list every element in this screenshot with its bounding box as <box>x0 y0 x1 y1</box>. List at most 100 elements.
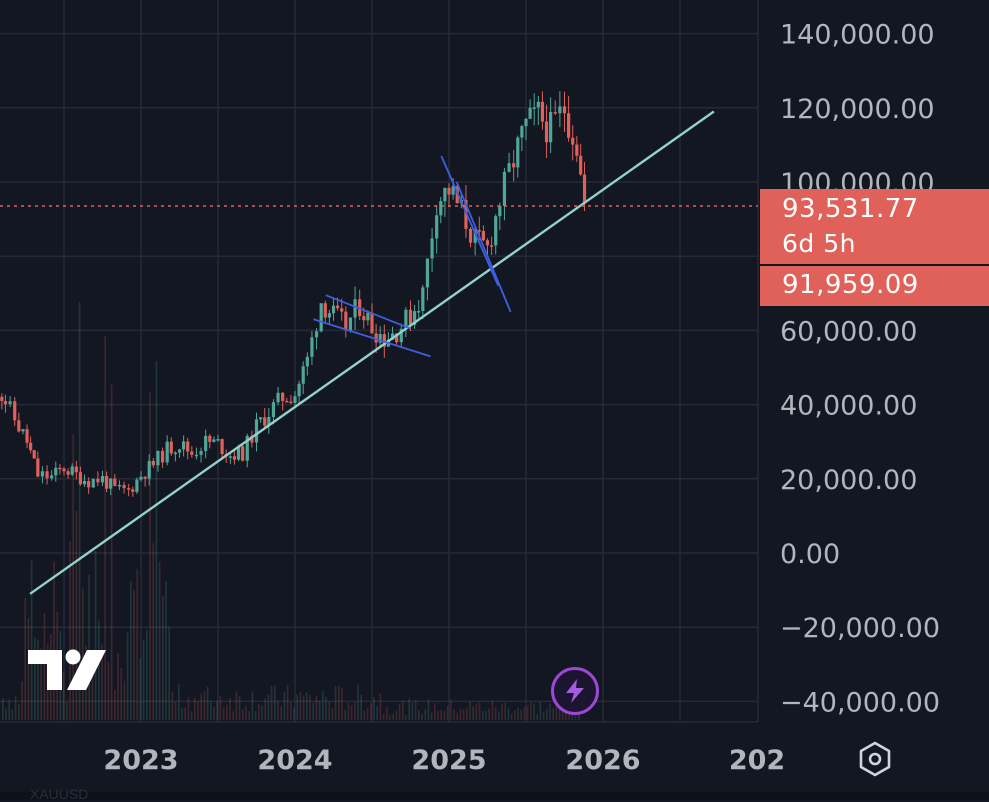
candle-body <box>228 456 232 458</box>
volume-bar <box>242 709 244 720</box>
volume-bar <box>517 707 519 720</box>
candle-body <box>553 112 557 114</box>
candle-body <box>100 476 105 483</box>
candle-body <box>421 287 425 311</box>
candle-body <box>204 435 208 451</box>
volume-bar <box>507 707 510 720</box>
candle-body <box>45 471 49 479</box>
volume-bar <box>325 697 327 720</box>
candle-body <box>127 488 131 490</box>
candle-body <box>524 118 528 127</box>
y-tick-label: 0.00 <box>780 539 840 570</box>
candle-body <box>297 383 301 397</box>
trendline-channel-left <box>440 155 500 287</box>
volume-bar <box>466 708 468 720</box>
volume-bar <box>210 700 212 720</box>
volume-bar <box>501 703 503 720</box>
volume-bar <box>98 620 100 720</box>
candle-body <box>468 228 473 243</box>
volume-bar <box>229 697 231 720</box>
volume-bar <box>530 701 532 720</box>
volume-bar <box>181 707 183 720</box>
volume-bar <box>514 710 516 720</box>
candle-body <box>425 258 430 288</box>
candle-body <box>216 439 220 441</box>
candle-body <box>532 107 536 109</box>
volume-bar <box>66 701 68 720</box>
volume-bar <box>542 711 545 720</box>
volume-bar <box>459 709 462 720</box>
candle-body <box>66 471 70 475</box>
y-tick-label: 20,000.00 <box>780 465 917 496</box>
volume-bar <box>152 543 154 720</box>
volume-bar <box>174 701 177 720</box>
volume-bar <box>382 713 385 720</box>
volume-bar <box>2 698 4 720</box>
volume-bar <box>226 704 228 720</box>
candle-body <box>186 441 190 452</box>
candle-body <box>285 400 289 403</box>
volume-bar <box>296 694 298 720</box>
candle-body <box>544 121 549 143</box>
volume-bar <box>469 701 471 720</box>
candle-body <box>344 311 348 331</box>
candle-body <box>293 396 297 403</box>
candle-body <box>199 450 203 455</box>
candle-body <box>139 476 143 480</box>
candle-body <box>91 478 95 488</box>
bottom-strip: XAUUSD <box>0 786 989 802</box>
y-tick-label: 120,000.00 <box>780 94 935 125</box>
volume-bar <box>366 707 369 720</box>
volume-bar <box>485 710 487 720</box>
close-price-label: 91,959.09 <box>782 270 919 300</box>
candle-body <box>512 163 516 168</box>
y-tick-label: 140,000.00 <box>780 20 935 51</box>
volume-bar <box>27 618 30 720</box>
volume-bar <box>446 706 449 720</box>
volume-bar <box>216 700 218 720</box>
volume-bar <box>43 613 46 720</box>
candle-body <box>366 312 370 321</box>
candle-body <box>558 106 562 114</box>
volume-bar <box>107 661 110 720</box>
volume-bar <box>110 384 113 720</box>
volume-bar <box>146 629 148 720</box>
volume-bar <box>178 684 180 720</box>
volume-bar <box>126 632 129 720</box>
volume-bar <box>104 336 106 720</box>
tradingview-logo <box>28 648 108 697</box>
volume-bar <box>203 691 206 720</box>
volume-bar <box>552 708 554 720</box>
volume-bar <box>62 671 65 720</box>
trendline-flag-upper <box>325 294 411 330</box>
hexagon-settings-icon[interactable] <box>857 741 893 782</box>
volume-bar <box>536 713 538 720</box>
volume-bar <box>18 704 20 720</box>
volume-bar <box>478 702 481 720</box>
volume-bar <box>350 705 353 720</box>
volume-bar <box>162 595 164 720</box>
volume-bar <box>94 551 97 720</box>
volume-bar <box>11 709 14 720</box>
volume-bar <box>232 711 234 720</box>
candle-body <box>477 230 481 232</box>
symbol-watermark: XAUUSD <box>30 786 89 802</box>
volume-bar <box>392 713 394 720</box>
candle-body <box>443 187 447 202</box>
candle-body <box>78 472 83 485</box>
volume-bar <box>462 709 465 720</box>
x-tick-label: 202 <box>729 745 785 776</box>
last-price-label: 93,531.77 <box>782 194 919 224</box>
volume-bar <box>437 711 439 720</box>
lightning-bolt-icon[interactable] <box>551 667 599 715</box>
candle-body <box>263 417 267 426</box>
candle-body <box>323 303 327 318</box>
volume-bar <box>213 707 215 720</box>
candle-body <box>370 312 374 334</box>
volume-bar <box>168 626 170 720</box>
candle-body <box>3 401 8 405</box>
candle-body <box>87 481 91 488</box>
volume-bar <box>91 654 94 720</box>
candle-body <box>536 101 540 108</box>
